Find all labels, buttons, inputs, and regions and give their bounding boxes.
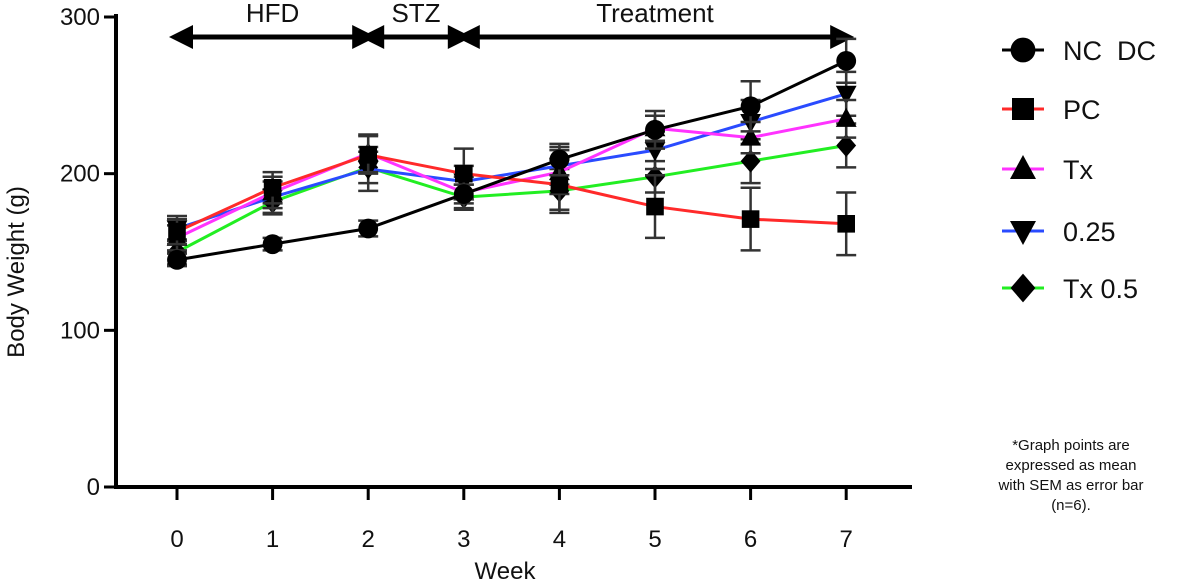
x-tick-label: 5 [648,526,661,553]
data-point [359,146,377,164]
x-tick-label: 6 [744,526,757,553]
x-tick-label: 3 [457,526,470,553]
phase-arrow-head-right [830,25,855,49]
series-line [176,92,847,230]
data-point [262,234,283,255]
legend-swatch-marker [1010,37,1036,63]
legend-item: NC DC [1002,36,1156,66]
data-point [837,215,855,233]
legend-swatch-marker [1010,273,1036,303]
legend-item: Tx 0.5 [1002,273,1138,304]
phase-label: HFD [246,0,299,28]
phase-label: Treatment [596,0,714,28]
series-line [176,143,847,254]
series-0 [167,37,857,270]
phase-arrow: HFD [169,0,377,49]
data-point [835,85,857,105]
x-tick-label: 4 [553,526,566,553]
data-point [836,133,857,157]
y-tick-label: 200 [60,161,100,188]
data-point [740,96,761,117]
data-point [549,149,570,170]
data-point [836,50,857,71]
series-1 [167,134,857,257]
data-point [358,218,379,239]
legend-label: PC [1063,95,1101,125]
series-line [176,153,847,233]
data-point [263,178,282,197]
legend-item: PC [1002,95,1101,125]
footnote-line: with SEM as error bar [998,477,1144,494]
data-point [740,149,761,173]
phase-arrow: Treatment [455,0,855,49]
legend-label: Tx 0.5 [1063,274,1138,304]
y-tick-label: 0 [87,474,100,501]
y-tick-label: 300 [60,4,100,31]
x-tick-label: 1 [266,526,279,553]
data-point [550,175,569,194]
legend-label: NC DC [1063,36,1156,66]
axes: 0 100 200 300 0 1 2 3 4 5 6 7 [60,4,912,553]
data-point [453,184,474,204]
data-point [455,164,473,183]
phase-label: STZ [391,0,440,28]
legend-swatch-marker [1010,155,1036,179]
legend-item: Tx [1002,155,1093,185]
series-line [176,117,847,240]
legend-item: 0.25 [1002,217,1116,247]
phase-arrows: HFD STZ Treatment [169,0,855,49]
data-point [835,107,857,127]
footnote-line: (n=6). [1051,497,1091,514]
legend-swatch-marker [1010,221,1036,245]
y-axis-title: Body Weight (g) [3,186,30,358]
x-axis-title: Week [475,558,537,582]
data-point [646,197,664,216]
phase-arrow-head-left [455,25,480,49]
phase-arrow: STZ [360,0,472,49]
data-point [741,210,760,228]
phase-arrow-head-left [360,25,385,49]
series-line [176,59,847,262]
x-tick-label: 2 [362,526,375,553]
legend-swatch-marker [1012,98,1034,120]
data-point [740,126,761,146]
footnote-line: expressed as mean [1005,457,1137,474]
data-point [644,142,666,162]
legend-label: Tx [1063,155,1093,185]
x-tick-label: 7 [840,526,853,553]
footnote-line: *Graph points are [1012,437,1130,454]
x-tick-label: 0 [170,526,183,553]
footnote: *Graph points are expressed as mean with… [968,436,1174,516]
y-tick-label: 100 [60,317,100,344]
legend-label: 0.25 [1063,217,1116,247]
data-point [167,249,187,270]
phase-arrow-head-left [169,25,193,49]
series-layer [166,37,857,270]
data-point [168,222,186,241]
data-point [645,119,665,140]
legend: NC DC PC Tx 0.25 Tx 0.5 [1002,36,1156,304]
